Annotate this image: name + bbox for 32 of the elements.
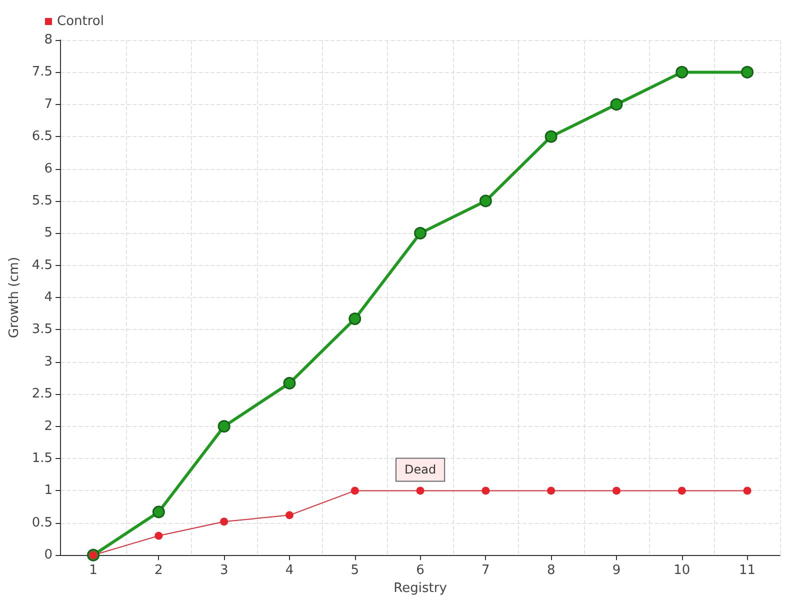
legend-label: Control [57, 14, 104, 29]
x-tick-label: 2 [154, 563, 163, 578]
x-tick-label: 8 [546, 563, 556, 578]
x-tick-label: 7 [482, 563, 490, 578]
x-tick-label: 4 [285, 563, 294, 578]
y-tick-label: 1.5 [32, 451, 53, 466]
y-tick-label: 2.5 [32, 386, 53, 402]
x-tick-label: 1 [89, 563, 98, 578]
y-tick-label: 4.5 [32, 258, 53, 273]
y-tick-label: 3.5 [32, 322, 53, 338]
x-tick-label: 10 [674, 563, 690, 578]
y-tick-label: 5.5 [32, 193, 53, 208]
x-tick-label: 6 [416, 563, 424, 578]
x-tick-label: 9 [612, 563, 621, 578]
y-tick-label: 1 [44, 483, 53, 498]
y-tick-label: 0 [44, 548, 53, 563]
x-tick-label: 11 [739, 563, 756, 578]
y-tick-label: 6.5 [32, 129, 53, 144]
annotation: Dead [404, 462, 436, 477]
y-tick-label: 3 [44, 354, 53, 370]
y-axis-title: Growth (cm) [7, 256, 22, 338]
x-tick-label: 3 [220, 563, 228, 578]
y-tick-label: 6 [44, 161, 53, 176]
y-tick-label: 8 [44, 32, 53, 48]
y-tick-label: 0.5 [32, 515, 53, 530]
y-tick-label: 2 [44, 418, 53, 434]
x-tick-label: 5 [350, 563, 360, 578]
x-axis-title: Registry [394, 581, 448, 596]
y-tick-label: 7 [44, 96, 53, 112]
y-tick-label: 4 [44, 290, 53, 306]
y-tick-label: 7.5 [32, 64, 53, 80]
y-tick-label: 5 [44, 226, 53, 241]
